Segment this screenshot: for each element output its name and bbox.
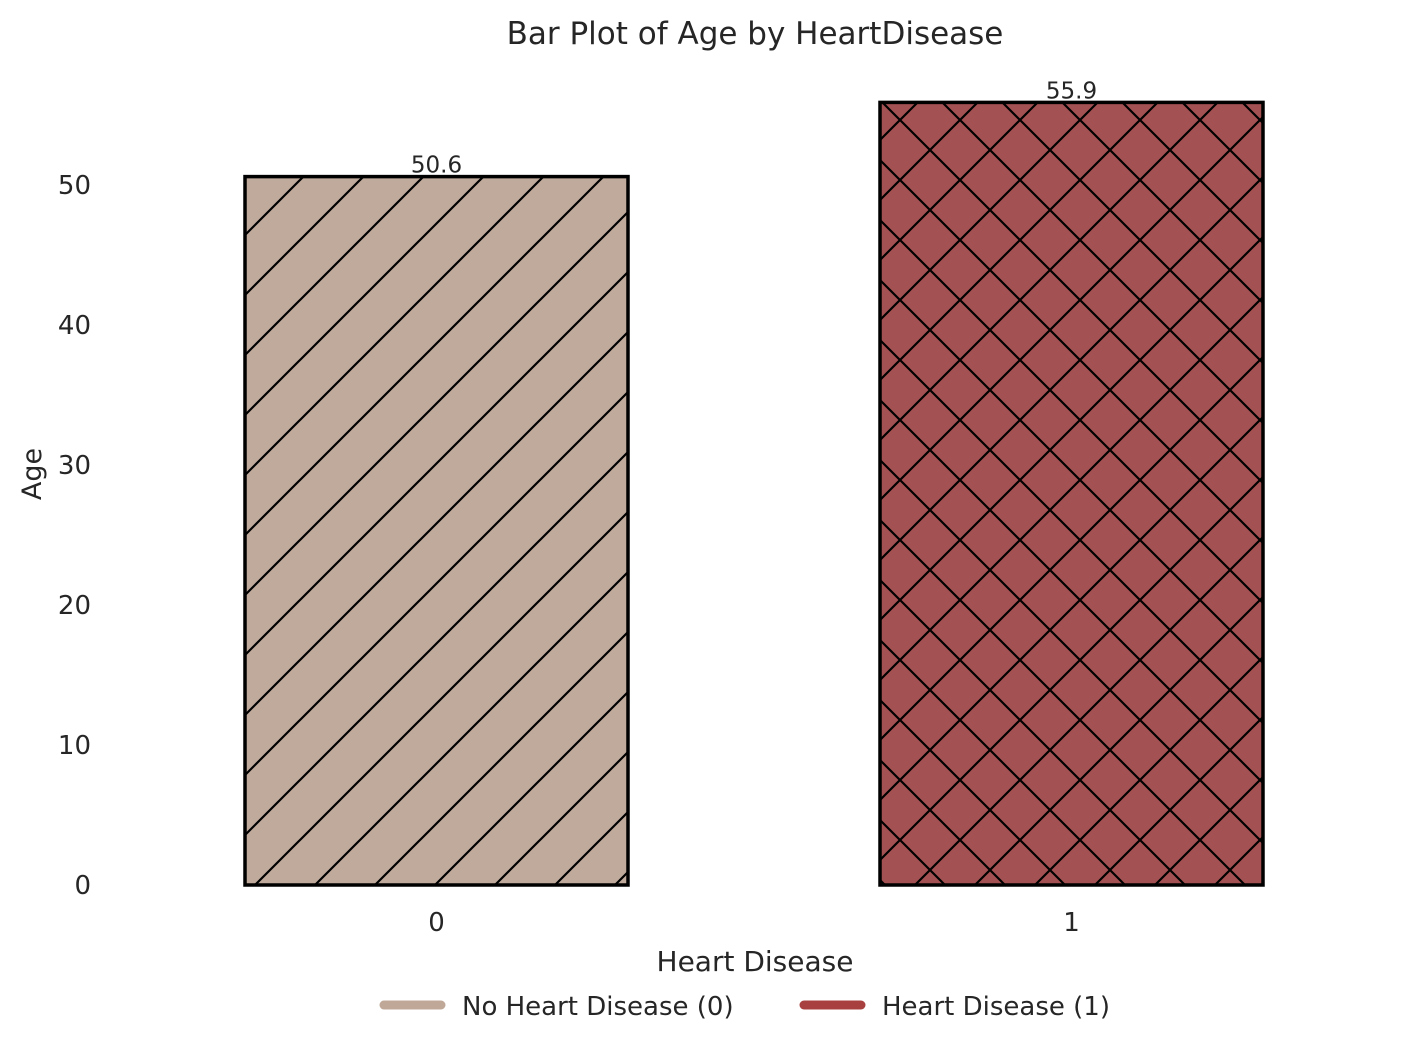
bar [878,100,1265,887]
legend: No Heart Disease (0) Heart Disease (1) [379,992,1110,1022]
y-tick-label: 20 [58,591,91,621]
bar [243,174,630,887]
y-tick-label: 10 [58,731,91,761]
bar-hatch [880,102,1263,885]
y-tick-label: 0 [74,871,91,901]
y-tick-label: 50 [58,171,91,201]
x-tick-label: 1 [1063,908,1080,938]
bar-value-label: 50.6 [411,153,462,179]
y-axis-label: Age [17,448,48,500]
bar-value-label: 55.9 [1046,78,1097,104]
x-axis-label: Heart Disease [657,945,854,978]
y-tick-label: 30 [58,451,91,481]
y-tick-label: 40 [58,311,91,341]
bar-hatch [245,176,628,886]
chart-title: Bar Plot of Age by HeartDisease [507,16,1004,52]
bars: 50.6 55.9 [243,78,1265,887]
x-tick-label: 0 [428,908,445,938]
legend-label: No Heart Disease (0) [462,992,734,1022]
y-axis-ticks: 0 10 20 30 40 50 [58,171,91,901]
legend-label: Heart Disease (1) [882,992,1110,1022]
